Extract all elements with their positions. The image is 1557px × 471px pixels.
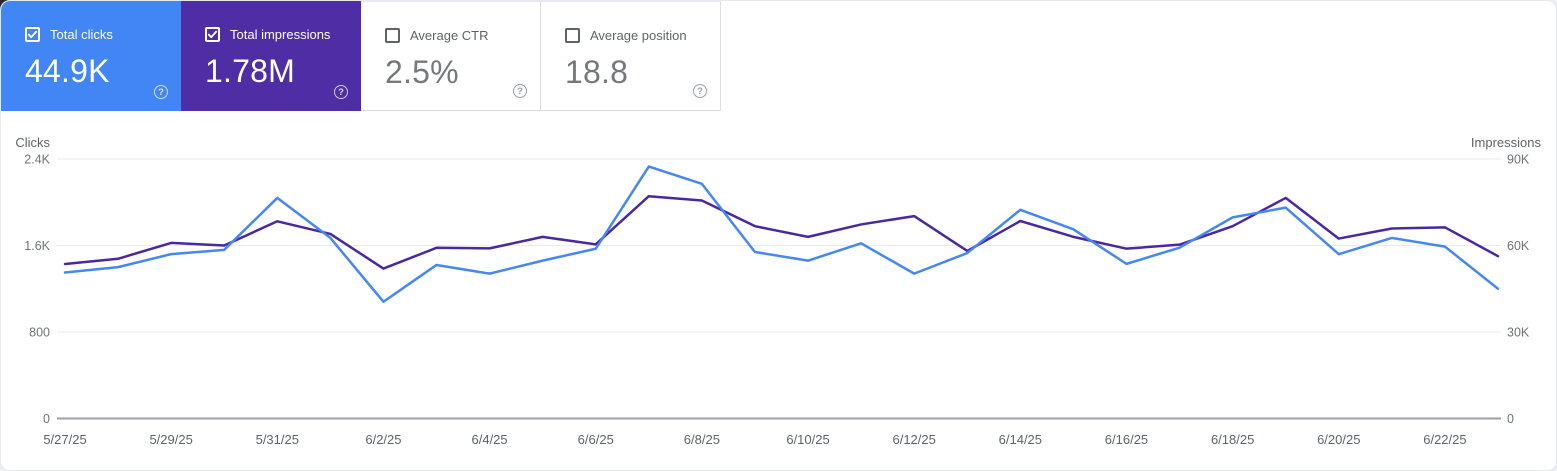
chart-canvas[interactable]: Clicks Impressions 0 800 1.6K 2.4K 0 30K 60K 90K 5… bbox=[1, 111, 1557, 471]
card-total-clicks-header: Total clicks bbox=[25, 27, 181, 42]
left-axis-tick: 0 bbox=[43, 412, 50, 426]
card-average-ctr-header: Average CTR bbox=[385, 28, 540, 43]
x-axis-date-label: 6/8/25 bbox=[684, 432, 720, 447]
help-icon[interactable]: ? bbox=[334, 85, 348, 99]
x-axis-date-label: 6/12/25 bbox=[892, 432, 935, 447]
unchecked-checkbox-icon[interactable] bbox=[385, 28, 400, 43]
card-total-clicks[interactable]: Total clicks 44.9K ? bbox=[1, 1, 181, 111]
card-average-position-header: Average position bbox=[565, 28, 720, 43]
card-total-impressions[interactable]: Total impressions 1.78M ? bbox=[181, 1, 361, 111]
x-axis-date-label: 5/29/25 bbox=[149, 432, 192, 447]
left-axis-tick: 2.4K bbox=[24, 153, 50, 167]
x-axis-date-label: 6/22/25 bbox=[1423, 432, 1466, 447]
x-axis-date-label: 5/31/25 bbox=[256, 432, 299, 447]
checked-checkbox-icon[interactable] bbox=[25, 27, 40, 42]
x-axis-date-label: 6/6/25 bbox=[578, 432, 614, 447]
card-value: 44.9K bbox=[25, 53, 110, 89]
left-axis-title: Clicks bbox=[15, 135, 50, 150]
x-axis-date-label: 6/4/25 bbox=[472, 432, 508, 447]
right-axis-tick: 60K bbox=[1507, 239, 1530, 253]
unchecked-checkbox-icon[interactable] bbox=[565, 28, 580, 43]
card-label: Average CTR bbox=[410, 28, 489, 43]
card-label: Total impressions bbox=[230, 27, 331, 42]
x-axis-date-label: 6/14/25 bbox=[999, 432, 1042, 447]
card-label: Total clicks bbox=[50, 27, 113, 42]
checked-checkbox-icon[interactable] bbox=[205, 27, 220, 42]
x-axis-date-label: 6/2/25 bbox=[365, 432, 401, 447]
help-icon[interactable]: ? bbox=[693, 84, 707, 98]
x-axis-date-label: 6/10/25 bbox=[786, 432, 829, 447]
card-value: 2.5% bbox=[385, 54, 459, 90]
right-axis-title: Impressions bbox=[1471, 135, 1542, 150]
clicks-line[interactable] bbox=[63, 165, 1500, 303]
right-axis-tick: 0 bbox=[1507, 412, 1514, 426]
card-average-position[interactable]: Average position 18.8 ? bbox=[541, 1, 721, 111]
help-icon[interactable]: ? bbox=[154, 85, 168, 99]
performance-chart: Clicks Impressions 0 800 1.6K 2.4K 0 30K 60K 90K 5… bbox=[1, 111, 1557, 471]
help-icon[interactable]: ? bbox=[513, 84, 527, 98]
card-total-impressions-header: Total impressions bbox=[205, 27, 361, 42]
x-axis-date-label: 5/27/25 bbox=[43, 432, 86, 447]
x-axis-date-label: 6/18/25 bbox=[1211, 432, 1254, 447]
left-axis-tick: 800 bbox=[29, 326, 50, 340]
x-axis-date-label: 6/20/25 bbox=[1317, 432, 1360, 447]
x-axis-date-label: 6/16/25 bbox=[1105, 432, 1148, 447]
left-axis-tick: 1.6K bbox=[24, 239, 50, 253]
metric-cards: Total clicks 44.9K ? Total impressions 1… bbox=[1, 1, 1556, 111]
card-label: Average position bbox=[590, 28, 687, 43]
right-axis-tick: 30K bbox=[1507, 326, 1530, 340]
card-average-ctr[interactable]: Average CTR 2.5% ? bbox=[361, 1, 541, 111]
card-value: 18.8 bbox=[565, 54, 629, 90]
right-axis-tick: 90K bbox=[1507, 153, 1530, 167]
card-value: 1.78M bbox=[205, 53, 295, 89]
